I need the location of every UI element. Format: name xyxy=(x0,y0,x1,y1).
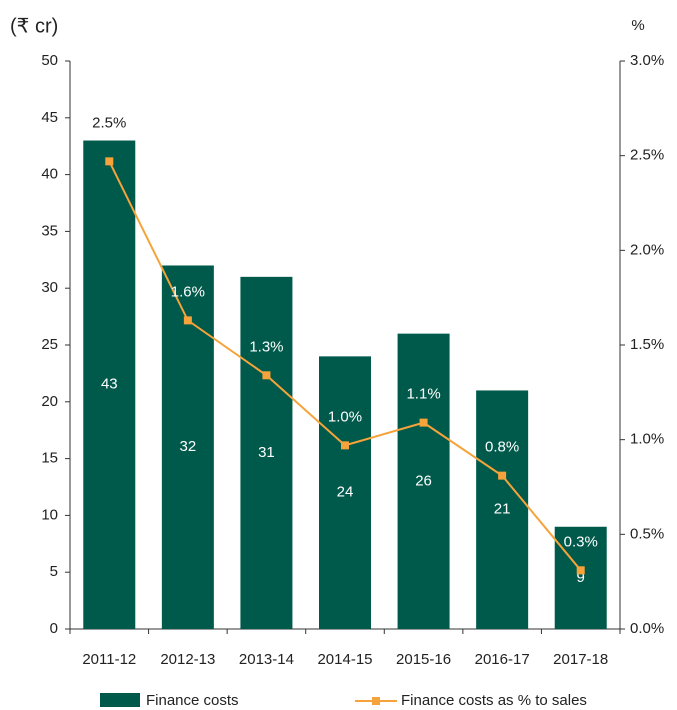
line-value-label: 1.1% xyxy=(406,386,440,403)
line-value-label: 0.3% xyxy=(564,533,598,550)
bar-value-label: 21 xyxy=(494,501,511,518)
line-marker xyxy=(419,418,428,427)
y-tick-label: 5 xyxy=(50,563,58,580)
legend-swatch xyxy=(100,693,140,707)
y-tick-label: 30 xyxy=(41,279,58,296)
y-tick-label: 45 xyxy=(41,109,58,126)
bar xyxy=(476,390,529,629)
y2-tick-label: 0.5% xyxy=(630,525,664,542)
line-value-label: 2.5% xyxy=(92,114,126,131)
legend-label: Finance costs xyxy=(146,692,239,709)
bar xyxy=(83,140,136,629)
bar-value-label: 26 xyxy=(415,472,432,489)
y2-tick-label: 2.5% xyxy=(630,147,664,164)
x-tick-label: 2016-17 xyxy=(475,651,530,668)
legend-swatch xyxy=(372,697,380,705)
x-tick-label: 2015-16 xyxy=(396,651,451,668)
y-tick-label: 25 xyxy=(41,336,58,353)
line-value-label: 1.6% xyxy=(171,283,205,300)
y2-tick-label: 3.0% xyxy=(630,52,664,69)
y-tick-label: 10 xyxy=(41,506,58,523)
x-tick-label: 2012-13 xyxy=(160,651,215,668)
bar-value-label: 43 xyxy=(101,376,118,393)
y2-tick-label: 1.0% xyxy=(630,431,664,448)
bar xyxy=(397,333,450,629)
y-tick-label: 0 xyxy=(50,620,58,637)
line-value-label: 1.3% xyxy=(249,338,283,355)
y-tick-label: 40 xyxy=(41,166,58,183)
bar-value-label: 32 xyxy=(180,438,197,455)
x-tick-label: 2013-14 xyxy=(239,651,294,668)
legend-label: Finance costs as % to sales xyxy=(401,692,587,709)
bar-value-label: 31 xyxy=(258,444,275,461)
bar xyxy=(161,265,214,629)
y-tick-label: 35 xyxy=(41,222,58,239)
line-marker xyxy=(105,157,114,166)
y2-tick-label: 0.0% xyxy=(630,620,664,637)
bar-value-label: 24 xyxy=(337,484,354,501)
line-value-label: 0.8% xyxy=(485,439,519,456)
bar xyxy=(240,276,293,629)
y-tick-label: 20 xyxy=(41,393,58,410)
x-tick-label: 2014-15 xyxy=(317,651,372,668)
line-marker xyxy=(498,471,507,480)
line-value-label: 1.0% xyxy=(328,408,362,425)
line-marker xyxy=(576,566,585,575)
bar-value-label: 9 xyxy=(577,569,585,586)
line-marker xyxy=(183,316,192,325)
x-tick-label: 2017-18 xyxy=(553,651,608,668)
y2-tick-label: 2.0% xyxy=(630,241,664,258)
y-axis-label: (₹ cr) xyxy=(10,15,58,37)
y-tick-label: 15 xyxy=(41,450,58,467)
y2-tick-label: 1.5% xyxy=(630,336,664,353)
x-tick-label: 2011-12 xyxy=(82,651,136,668)
bar xyxy=(319,356,371,629)
y2-axis-label: % xyxy=(631,17,644,34)
line-marker xyxy=(262,371,271,380)
bar xyxy=(554,526,607,629)
y-tick-label: 50 xyxy=(41,52,58,69)
line-marker xyxy=(341,441,349,450)
